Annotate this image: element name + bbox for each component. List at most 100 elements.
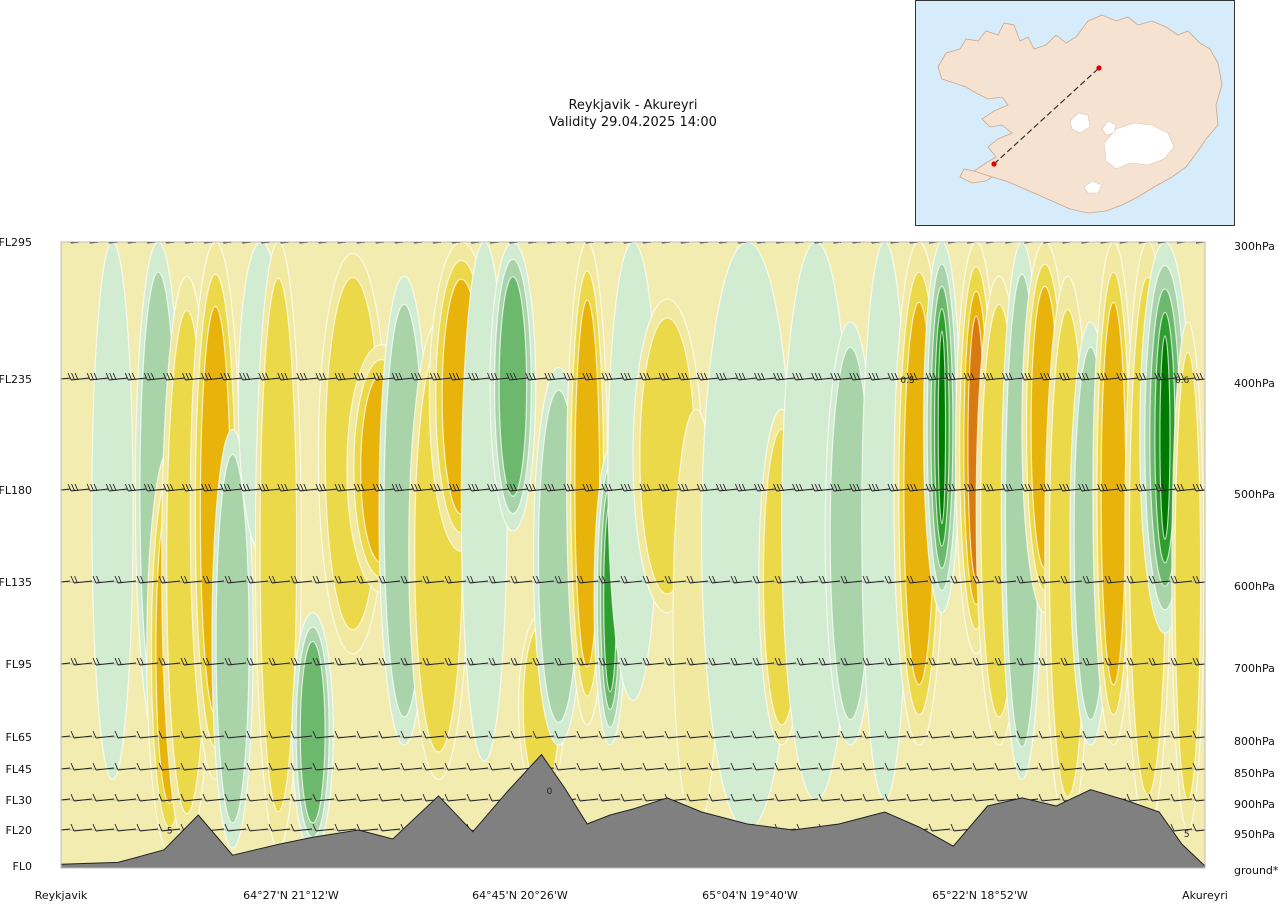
barb-staff [865,798,885,802]
barb-staff [948,242,962,244]
barb-feather [1097,372,1102,381]
barb-feather [585,372,590,381]
barb-feather [871,483,876,492]
wind-barb [604,242,619,244]
wind-barb [180,793,203,802]
wind-barb [165,242,180,244]
barb-feather [932,372,937,381]
wind-barb [246,762,269,771]
barb-feather [852,483,857,492]
barb-feather [601,483,606,492]
barb-feather [774,657,779,666]
barb-feather [887,483,892,492]
barb-feather [466,657,471,666]
barb-feather [378,575,383,584]
barb-feather [299,483,304,492]
wind-barb [1192,372,1205,381]
barb-feather [1126,657,1131,666]
wind-barb [510,730,533,739]
wind-barb [334,483,357,492]
barb-feather [1042,657,1046,666]
barb-feather [1154,372,1159,381]
barb-feather [169,372,174,381]
barb-feather [182,483,186,492]
barb-feather [372,483,377,492]
glacier-hofsjokull [1101,120,1117,136]
left-axis-flight-levels: FL295 FL235 FL180 FL135 FL95 FL65 FL45 FL30 FL20… [0,236,32,873]
barb-feather [1152,575,1156,584]
wind-barb [563,372,585,381]
wind-barb [948,242,962,244]
barb-feather [468,483,472,492]
barb-feather [1016,730,1021,739]
barb-staff [1019,735,1039,739]
barb-feather [589,483,594,492]
wind-barb [488,575,511,584]
wind-barb [576,793,599,802]
barb-staff [689,798,709,802]
wind-barb [334,575,357,584]
barb-feather [1135,372,1140,381]
barb-feather [488,657,493,666]
wind-barb [1148,793,1171,802]
barb-feather [796,793,801,802]
barb-feather [884,575,889,584]
barb-feather [1104,657,1109,666]
wind-barb [1116,483,1138,492]
barb-feather [708,762,713,771]
barb-feather [1016,762,1021,771]
wind-barb [277,372,299,381]
barb-feather [639,372,644,381]
barb-feather [312,575,317,584]
wind-barb [818,575,841,584]
barb-feather [862,762,867,771]
wind-barb [1024,242,1038,244]
barb-feather [400,793,405,802]
wind-barb [1104,657,1127,666]
barb-feather [303,483,308,492]
wind-barb [1078,372,1100,381]
barb-feather [972,730,977,739]
wind-barb [818,793,841,802]
barb-feather [563,483,568,492]
barb-feather [1177,483,1181,492]
barb-staff [205,735,225,739]
barb-staff [337,828,357,832]
barb-feather [280,483,285,492]
barb-feather [580,657,584,666]
barb-feather [356,657,361,666]
barb-feather [246,762,251,771]
barb-pennant [1170,234,1175,241]
barb-feather [686,793,691,802]
wind-barb [982,483,1005,492]
barb-feather [686,575,691,584]
barb-feather [353,483,358,492]
barb-feather [280,372,285,381]
validity-time: Validity 29.04.2025 14:00 [549,115,717,130]
wind-barb [890,242,905,244]
wind-barb [444,657,467,666]
barb-feather [466,730,471,739]
barb-feather [53,576,56,583]
barb-feather [686,762,691,771]
barb-staff [95,735,115,739]
barb-feather [994,657,999,666]
wind-barb [224,575,247,584]
barb-staff [579,735,599,739]
barb-feather [158,730,163,739]
barb-staff [1195,799,1205,802]
barb-feather [910,657,914,666]
barb-feather [722,483,727,492]
wind-barb [70,823,93,832]
barb-staff [425,767,445,771]
barb-feather [162,483,167,492]
wind-barb [642,657,665,666]
barb-staff [755,735,775,739]
wind-barb [832,242,847,244]
barb-feather [582,372,587,381]
wind-barb [1192,575,1205,584]
barb-staff [61,735,71,738]
wind-barb [642,575,665,584]
wind-barb [466,575,489,584]
wind-barb [182,483,204,492]
